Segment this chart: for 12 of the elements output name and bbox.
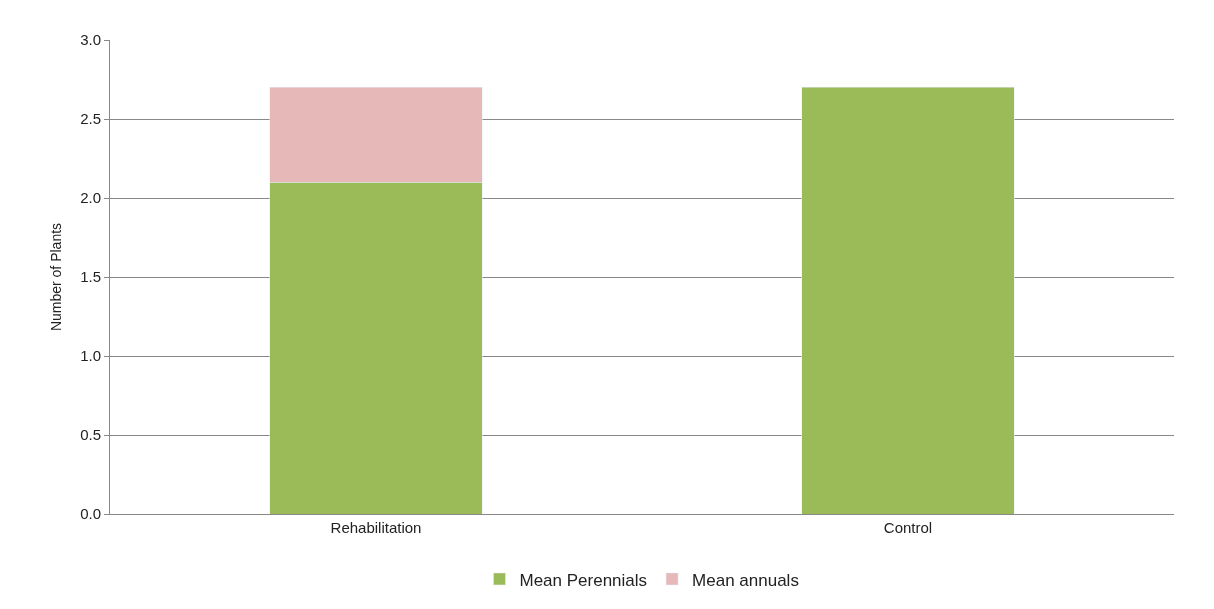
legend-label: Mean annuals	[692, 570, 799, 590]
x-tick-label: Control	[883, 519, 933, 536]
y-tick-label: 1.5	[80, 268, 101, 286]
y-tick-label: 3.0	[80, 31, 101, 49]
y-tick-label: 2.0	[80, 189, 101, 207]
y-tick-label: 0.5	[80, 426, 101, 444]
x-tick-label: Rehabilitation	[330, 519, 422, 536]
y-tick-label: 2.5	[80, 110, 101, 128]
y-tick-label: 0.0	[80, 505, 101, 523]
y-tick-label: 1.0	[80, 347, 101, 365]
legend-label: Mean Perennials	[519, 570, 648, 590]
y-axis-title: Number of Plants	[47, 222, 64, 332]
